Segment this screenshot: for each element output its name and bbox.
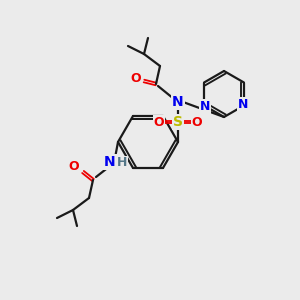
Text: S: S <box>173 115 183 129</box>
Text: N: N <box>104 155 116 169</box>
Text: O: O <box>154 116 164 128</box>
Text: O: O <box>192 116 202 128</box>
Text: H: H <box>117 157 127 169</box>
Text: N: N <box>172 95 184 109</box>
Text: N: N <box>238 98 248 111</box>
Text: N: N <box>200 100 210 113</box>
Text: O: O <box>69 160 79 172</box>
Text: O: O <box>131 71 141 85</box>
